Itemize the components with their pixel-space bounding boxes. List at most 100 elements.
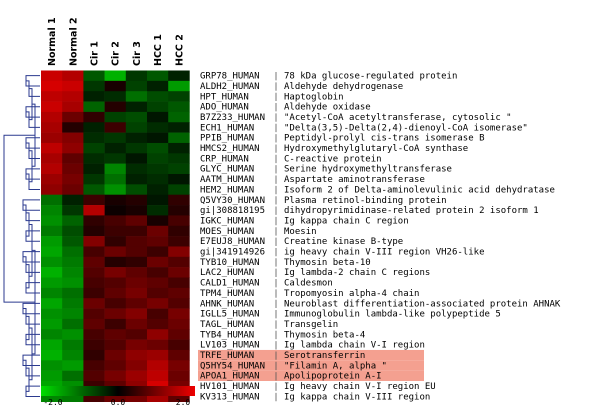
heatmap-cell — [41, 329, 63, 340]
heatmap-cell — [125, 287, 148, 299]
heatmap-cell — [104, 153, 127, 164]
heatmap-cell — [104, 370, 127, 382]
heatmap-cell — [41, 163, 63, 175]
row-id-label: MOES_HUMAN — [200, 227, 254, 237]
heatmap-cell — [147, 142, 169, 154]
row-id-label: CALD1_HUMAN — [200, 279, 260, 289]
heatmap-cell — [104, 267, 127, 278]
heatmap-cell — [62, 174, 84, 185]
heatmap-cells — [41, 70, 190, 402]
row-description-label: Aldehyde oxidase — [284, 103, 371, 113]
heatmap-cell — [147, 370, 169, 382]
heatmap-cell — [83, 132, 105, 144]
column-label: Normal 1 — [47, 17, 58, 66]
heatmap-cell — [104, 91, 127, 102]
row-id-label: HMCS2_HUMAN — [200, 144, 260, 154]
dendrogram-branch — [23, 204, 40, 222]
heatmap-cell — [168, 122, 190, 133]
heatmap-cell — [147, 163, 169, 175]
heatmap-cell — [41, 111, 63, 123]
row-description-label: ig heavy chain V-III region VH26-like — [284, 248, 484, 258]
heatmap-cell — [104, 298, 127, 309]
row-description-label: Creatine kinase B-type — [284, 237, 403, 247]
dendrogram-branch — [26, 80, 40, 97]
heatmap-cell — [147, 215, 169, 227]
heatmap-cell — [168, 308, 190, 320]
heatmap-cell — [41, 298, 63, 309]
highlight-band — [198, 349, 424, 361]
heatmap-cell — [104, 287, 127, 299]
heatmap-cell — [62, 91, 84, 102]
highlight-band-layer — [198, 349, 424, 381]
color-scale-tick-label: 2.0 — [176, 398, 191, 407]
heatmap-cell — [168, 391, 190, 402]
heatmap-cell — [168, 360, 190, 371]
heatmap-cell — [83, 318, 105, 330]
heatmap-cell — [104, 225, 127, 237]
heatmap-cell — [168, 298, 190, 309]
heatmap-cell — [147, 360, 169, 371]
heatmap-cell — [104, 70, 127, 82]
row-id-label: TAGL_HUMAN — [200, 320, 254, 330]
heatmap-cell — [41, 101, 63, 113]
column-label: Cir 1 — [90, 41, 101, 66]
row-id-label: LV103_HUMAN — [200, 341, 260, 351]
heatmap-cell — [125, 225, 148, 237]
heatmap-cell — [147, 349, 169, 361]
heatmap-cell — [62, 163, 84, 175]
row-id-label: LAC2_HUMAN — [200, 268, 254, 278]
heatmap-cell — [104, 339, 127, 351]
heatmap-cell — [125, 163, 148, 175]
row-description-label: "Acetyl-CoA acetyltransferase, cytosolic… — [284, 113, 512, 123]
heatmap-cell — [83, 256, 105, 268]
heatmap-cell — [125, 246, 148, 258]
heatmap-cell — [104, 329, 127, 340]
row-description-label: C-reactive protein — [284, 154, 382, 164]
heatmap-cell — [41, 215, 63, 227]
heatmap-cell — [41, 308, 63, 320]
heatmap-cell — [104, 308, 127, 320]
heatmap-cell — [125, 318, 148, 330]
heatmap-cell — [104, 349, 127, 361]
row-description-label: Caldesmon — [284, 279, 333, 289]
row-id-label: CRP_HUMAN — [200, 154, 249, 164]
heatmap-cell — [41, 122, 63, 133]
column-label: HCC 2 — [174, 34, 185, 66]
row-description-label: Ig lambda-2 chain C regions — [284, 268, 430, 278]
heatmap-cell — [62, 153, 84, 164]
row-description-label: Serine hydroxymethyltransferase — [284, 165, 452, 175]
heatmap-cell — [62, 391, 84, 402]
heatmap-cell — [168, 163, 190, 175]
heatmap-cell — [41, 225, 63, 237]
row-description-label: Ig kappa chain C region — [284, 216, 409, 226]
heatmap-cell — [83, 205, 105, 216]
heatmap-cell — [62, 132, 84, 144]
dendrogram-branch — [26, 142, 40, 159]
row-description-label: Aldehyde dehydrogenase — [284, 82, 403, 92]
heatmap-cell — [147, 132, 169, 144]
row-id-label: IGKC_HUMAN — [200, 216, 254, 226]
heatmap-cell — [41, 267, 63, 278]
heatmap-cell — [83, 298, 105, 309]
heatmap-cell — [147, 70, 169, 82]
heatmap-cell — [83, 339, 105, 351]
heatmap-cell — [125, 194, 148, 206]
heatmap-cell — [168, 349, 190, 361]
heatmap-cell — [41, 339, 63, 351]
heatmap-cell — [125, 205, 148, 216]
heatmap-cell — [62, 205, 84, 216]
heatmap-cell — [125, 339, 148, 351]
heatmap-cell — [125, 101, 148, 113]
row-id-label: E7EUJ8_HUMAN — [200, 237, 265, 247]
heatmap-cell — [83, 225, 105, 237]
heatmap-cell — [83, 236, 105, 247]
heatmap-cell — [147, 391, 169, 402]
row-description-label: Aspartate aminotransferase — [284, 175, 425, 185]
highlight-band — [198, 360, 424, 371]
heatmap-cell — [104, 101, 127, 113]
heatmap-cell — [83, 267, 105, 278]
heatmap-cell — [104, 246, 127, 258]
heatmap-cell — [41, 391, 63, 402]
heatmap-cell — [147, 329, 169, 340]
heatmap-cell — [83, 91, 105, 102]
